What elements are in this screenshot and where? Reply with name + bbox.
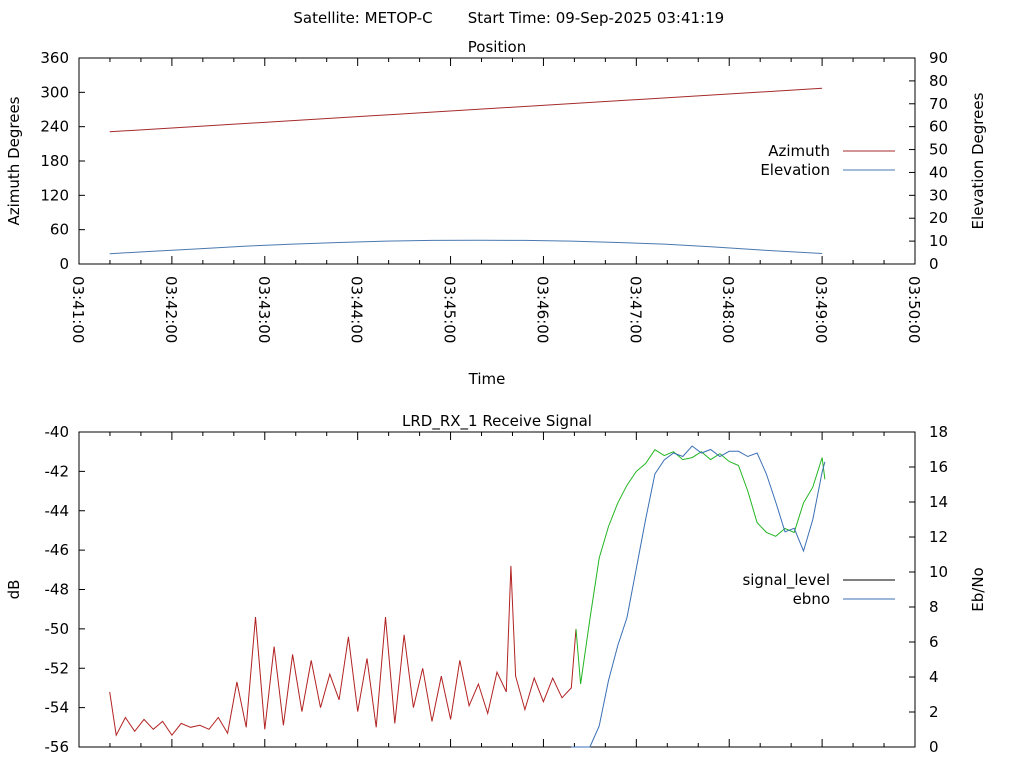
- x-tick-label: 03:48:00: [719, 276, 737, 343]
- y-tick-label: -56: [45, 738, 70, 756]
- x-tick-label: 03:41:00: [69, 276, 87, 343]
- x-tick-label: 03:46:00: [533, 276, 551, 343]
- y-axis-label: dB: [5, 580, 23, 600]
- y-tick-label: 120: [40, 186, 69, 204]
- y2-tick-label: 14: [929, 493, 948, 511]
- x-tick-label: 03:45:00: [441, 276, 459, 343]
- y-tick-label: -48: [45, 581, 70, 599]
- y-tick-label: -42: [45, 462, 70, 480]
- position-chart: Position 0 60 120 180 240 300 360 0 10 20 30 40 50 60 7…: [5, 38, 987, 388]
- y2-tick-label: 0: [929, 255, 939, 273]
- x-tick-label: 03:50:00: [905, 276, 923, 343]
- start-time-label: Start Time: 09-Sep-2025 03:41:19: [468, 9, 724, 27]
- y2-tick-label: 20: [929, 209, 948, 227]
- y2-tick-label: 6: [929, 633, 939, 651]
- y-tick-label: 360: [40, 49, 69, 67]
- y2-tick-label: 10: [929, 232, 948, 250]
- legend-ebno-label: ebno: [793, 590, 830, 608]
- y2-tick-label: 2: [929, 703, 939, 721]
- y2-axis-label: Eb/No: [969, 567, 987, 611]
- y-tick-label: -52: [45, 659, 70, 677]
- y-tick-label: 60: [50, 221, 69, 239]
- y2-tick-label: 16: [929, 458, 948, 476]
- x-tick-label: 03:49:00: [812, 276, 830, 343]
- y-tick-label: -54: [45, 699, 70, 717]
- y-tick-label: 240: [40, 118, 69, 136]
- x-tick-label: 03:47:00: [626, 276, 644, 343]
- ebno-series-line: [571, 445, 826, 748]
- y-tick-label: -44: [45, 502, 70, 520]
- y-tick-label: 0: [59, 255, 69, 273]
- y-tick-label: 300: [40, 83, 69, 101]
- y2-tick-label: 50: [929, 141, 948, 159]
- signal-level-series-line-weak: [109, 565, 577, 737]
- signal-level-series-line-locked: [575, 449, 826, 685]
- x-tick-label: 03:43:00: [255, 276, 273, 343]
- chart-title: Position: [468, 38, 526, 56]
- y2-tick-label: 0: [929, 738, 939, 756]
- azimuth-series-line: [109, 87, 823, 133]
- y2-tick-label: 70: [929, 95, 948, 113]
- y-tick-label: 180: [40, 152, 69, 170]
- y-axis-label: Azimuth Degrees: [5, 96, 23, 225]
- y-tick-label: -46: [45, 541, 70, 559]
- y2-tick-label: 30: [929, 186, 948, 204]
- y2-tick-label: 8: [929, 598, 939, 616]
- y2-tick-label: 60: [929, 118, 948, 136]
- y2-tick-label: 80: [929, 72, 948, 90]
- y2-tick-label: 10: [929, 563, 948, 581]
- y2-axis-label: Elevation Degrees: [969, 92, 987, 229]
- y-tick-label: -40: [45, 423, 70, 441]
- chart-title: LRD_RX_1 Receive Signal: [402, 412, 592, 431]
- y2-tick-label: 4: [929, 668, 939, 686]
- legend-signal-level-label: signal_level: [742, 571, 830, 590]
- y2-tick-label: 40: [929, 163, 948, 181]
- x-tick-label: 03:44:00: [348, 276, 366, 343]
- plot-frame: [78, 431, 916, 748]
- receive-signal-chart: LRD_RX_1 Receive Signal -56 -54 -52 -50 -48 -4…: [5, 412, 987, 756]
- y2-tick-label: 18: [929, 423, 948, 441]
- x-tick-label: 03:42:00: [162, 276, 180, 343]
- elevation-series-line: [109, 239, 823, 255]
- satellite-label: Satellite: METOP-C: [293, 9, 432, 27]
- legend-azimuth-label: Azimuth: [768, 142, 830, 160]
- y2-tick-label: 12: [929, 528, 948, 546]
- y2-tick-label: 90: [929, 49, 948, 67]
- x-axis-label: Time: [468, 370, 506, 388]
- legend-elevation-label: Elevation: [760, 161, 830, 179]
- y-tick-label: -50: [45, 620, 70, 638]
